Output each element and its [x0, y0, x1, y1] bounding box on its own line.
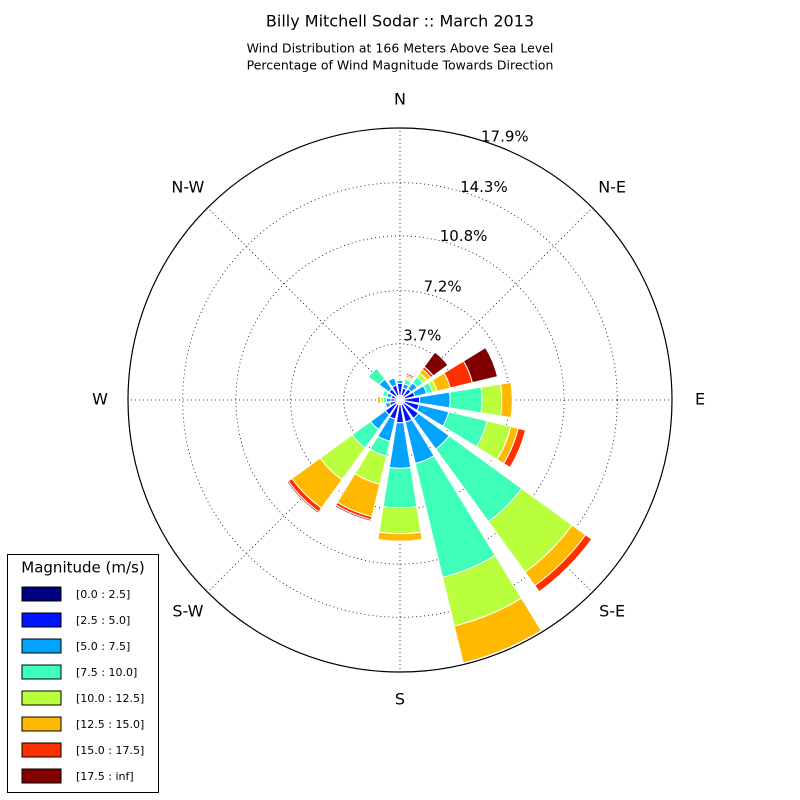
bar-segment: [382, 466, 418, 509]
legend: Magnitude (m/s) [0.0 : 2.5] [2.5 : 5.0] [5…: [7, 554, 159, 793]
legend-label: [10.0 : 12.5]: [76, 692, 144, 705]
chart-subtitle: Percentage of Wind Magnitude Towards Dir…: [247, 58, 554, 73]
direction-label: S-E: [599, 602, 625, 621]
legend-label: [17.5 : inf]: [76, 770, 134, 783]
spoke: [207, 207, 401, 401]
bar-segment: [377, 539, 423, 542]
direction-label: S-W: [172, 602, 203, 621]
bar-segment: [334, 504, 372, 522]
legend-label: [15.0 : 17.5]: [76, 744, 144, 757]
direction-label: N-W: [171, 177, 204, 196]
legend-swatch: [21, 638, 62, 654]
bar-segment: [405, 372, 415, 379]
r-tick-label: 14.3%: [460, 178, 508, 196]
bar-segment: [539, 539, 593, 593]
spoke: [399, 207, 593, 401]
chart-subtitle: Wind Distribution at 166 Meters Above Se…: [247, 41, 554, 56]
labels: N N-E E S-E S S-W W N-W 3.7% 7.2% 10.8% 14.3% 17.9%: [92, 90, 705, 709]
bar-segment: [462, 346, 499, 384]
legend-swatch: [21, 612, 62, 628]
legend-swatch: [21, 768, 62, 784]
direction-label: W: [92, 390, 108, 409]
grid-ring: [235, 235, 565, 565]
legend-label: [7.5 : 10.0]: [76, 666, 137, 679]
r-tick-label: 17.9%: [481, 127, 529, 145]
bar-segment: [509, 430, 527, 468]
legend-swatch: [21, 664, 62, 680]
bar-segment: [448, 386, 483, 414]
direction-label: S: [395, 690, 405, 709]
bar-segment: [378, 505, 422, 535]
bar-segment: [423, 351, 449, 377]
legend-swatch: [21, 716, 62, 732]
legend-swatch: [21, 690, 62, 706]
legend-title: Magnitude (m/s): [21, 559, 144, 577]
direction-label: N: [394, 90, 406, 109]
bars: [286, 346, 593, 664]
chart-title: Billy Mitchell Sodar :: March 2013: [266, 12, 534, 31]
legend-label: [5.0 : 7.5]: [76, 640, 130, 653]
outer-ring: [127, 127, 673, 673]
legend-label: [2.5 : 5.0]: [76, 614, 130, 627]
legend-swatch: [21, 742, 62, 758]
direction-label: N-E: [598, 177, 626, 196]
legend-label: [0.0 : 2.5]: [76, 588, 130, 601]
bar-segment: [377, 531, 423, 542]
bar-segment: [499, 381, 513, 419]
legend-label: [12.5 : 15.0]: [76, 718, 144, 731]
r-tick-label: 7.2%: [424, 278, 462, 296]
direction-label: E: [695, 390, 705, 409]
r-tick-label: 10.8%: [440, 227, 488, 245]
legend-swatch: [21, 586, 62, 602]
grid-ring: [182, 182, 618, 618]
bar-segment: [480, 383, 503, 417]
bar-segment: [286, 480, 320, 514]
bar-segment: [385, 397, 392, 403]
r-tick-label: 3.7%: [403, 327, 441, 345]
